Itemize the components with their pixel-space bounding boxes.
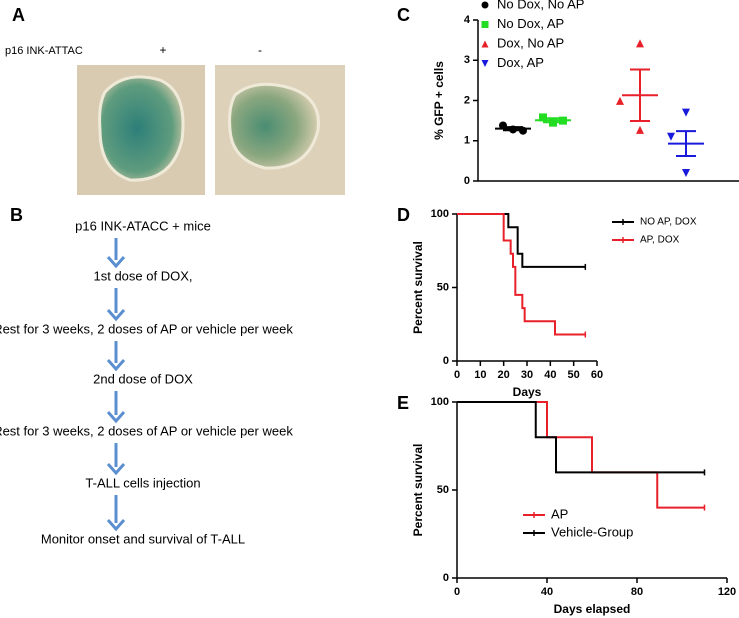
x-tick-label: 30 [521, 369, 533, 381]
legend-label: Dox, AP [497, 55, 544, 70]
y-tick-label: 2 [464, 94, 470, 106]
legend-label: Dox, No AP [497, 35, 564, 50]
x-tick-label: 20 [498, 369, 510, 381]
x-tick-label: 50 [568, 369, 580, 381]
x-tick-label: 60 [591, 369, 603, 381]
point [616, 96, 624, 105]
x-axis-title: Days [513, 385, 542, 399]
point [481, 40, 489, 48]
y-tick-label: 0 [464, 175, 470, 187]
y-tick-label: 100 [431, 396, 449, 408]
arrow-head [106, 256, 126, 269]
x-tick-label: 80 [631, 586, 643, 598]
legend-label: AP, DOX [640, 235, 680, 246]
arrow-head [106, 463, 126, 476]
y-tick-label: 100 [431, 208, 449, 220]
point [636, 125, 644, 134]
panel-label: D [397, 205, 410, 225]
y-axis-title: Percent survival [411, 241, 425, 334]
legend-label: AP [551, 506, 568, 521]
y-axis-title: Percent survival [411, 444, 425, 537]
flow-step: Rest for 3 weeks, 2 doses of AP or vehic… [0, 321, 293, 336]
column-label: + [159, 43, 166, 57]
y-tick-label: 50 [437, 484, 449, 496]
flow-step: 2nd dose of DOX [93, 371, 193, 386]
column-label: - [258, 43, 262, 57]
error-bar [630, 68, 650, 123]
flow-step: p16 INK-ATACC + mice [75, 218, 211, 233]
legend-label: No Dox, AP [497, 16, 564, 31]
y-tick-label: 1 [464, 135, 470, 147]
error-bar [676, 130, 696, 158]
point [667, 132, 675, 141]
x-tick-label: 0 [454, 369, 460, 381]
arrow-head [106, 309, 126, 322]
panel-label: C [397, 5, 410, 25]
y-tick-label: 0 [443, 355, 449, 367]
arrow-head [106, 519, 126, 532]
arrow-head [106, 411, 126, 424]
y-axis-title: % GFP + cells [432, 61, 446, 140]
flow-step: T-ALL cells injection [85, 475, 200, 490]
panel-label: B [10, 205, 23, 225]
flow-step: 1st dose of DOX, [94, 268, 193, 283]
y-tick-label: 4 [464, 14, 471, 26]
tissue [98, 75, 185, 182]
x-tick-label: 0 [454, 586, 460, 598]
y-tick-label: 0 [443, 572, 449, 584]
flow-step: Rest for 3 weeks, 2 doses of AP or vehic… [0, 423, 293, 438]
panel-label: A [12, 5, 25, 25]
survival-curve [457, 401, 705, 474]
x-tick-label: 40 [544, 369, 556, 381]
point [636, 39, 644, 48]
flow-step: Monitor onset and survival of T-ALL [41, 531, 245, 546]
tissue [228, 82, 320, 170]
survival-curve [457, 401, 705, 509]
survival-curve [457, 213, 586, 268]
panel-label: E [397, 393, 409, 413]
error-bar [503, 126, 523, 132]
legend-label: No Dox, No AP [497, 0, 584, 11]
x-tick-label: 10 [474, 369, 486, 381]
error-bar [543, 117, 563, 124]
point [682, 168, 690, 177]
row-label: p16 INK-ATTAC [5, 45, 83, 57]
point [481, 60, 489, 67]
x-tick-label: 40 [541, 586, 553, 598]
y-tick-label: 3 [464, 54, 470, 66]
survival-curve [457, 213, 586, 336]
y-tick-label: 50 [437, 281, 449, 293]
legend-label: Vehicle-Group [551, 524, 633, 539]
arrow-head [106, 359, 126, 372]
x-tick-label: 120 [718, 586, 736, 598]
x-axis-title: Days elapsed [554, 602, 631, 616]
point [682, 108, 690, 117]
legend-label: NO AP, DOX [640, 217, 697, 228]
point [481, 1, 489, 9]
point [481, 21, 489, 28]
